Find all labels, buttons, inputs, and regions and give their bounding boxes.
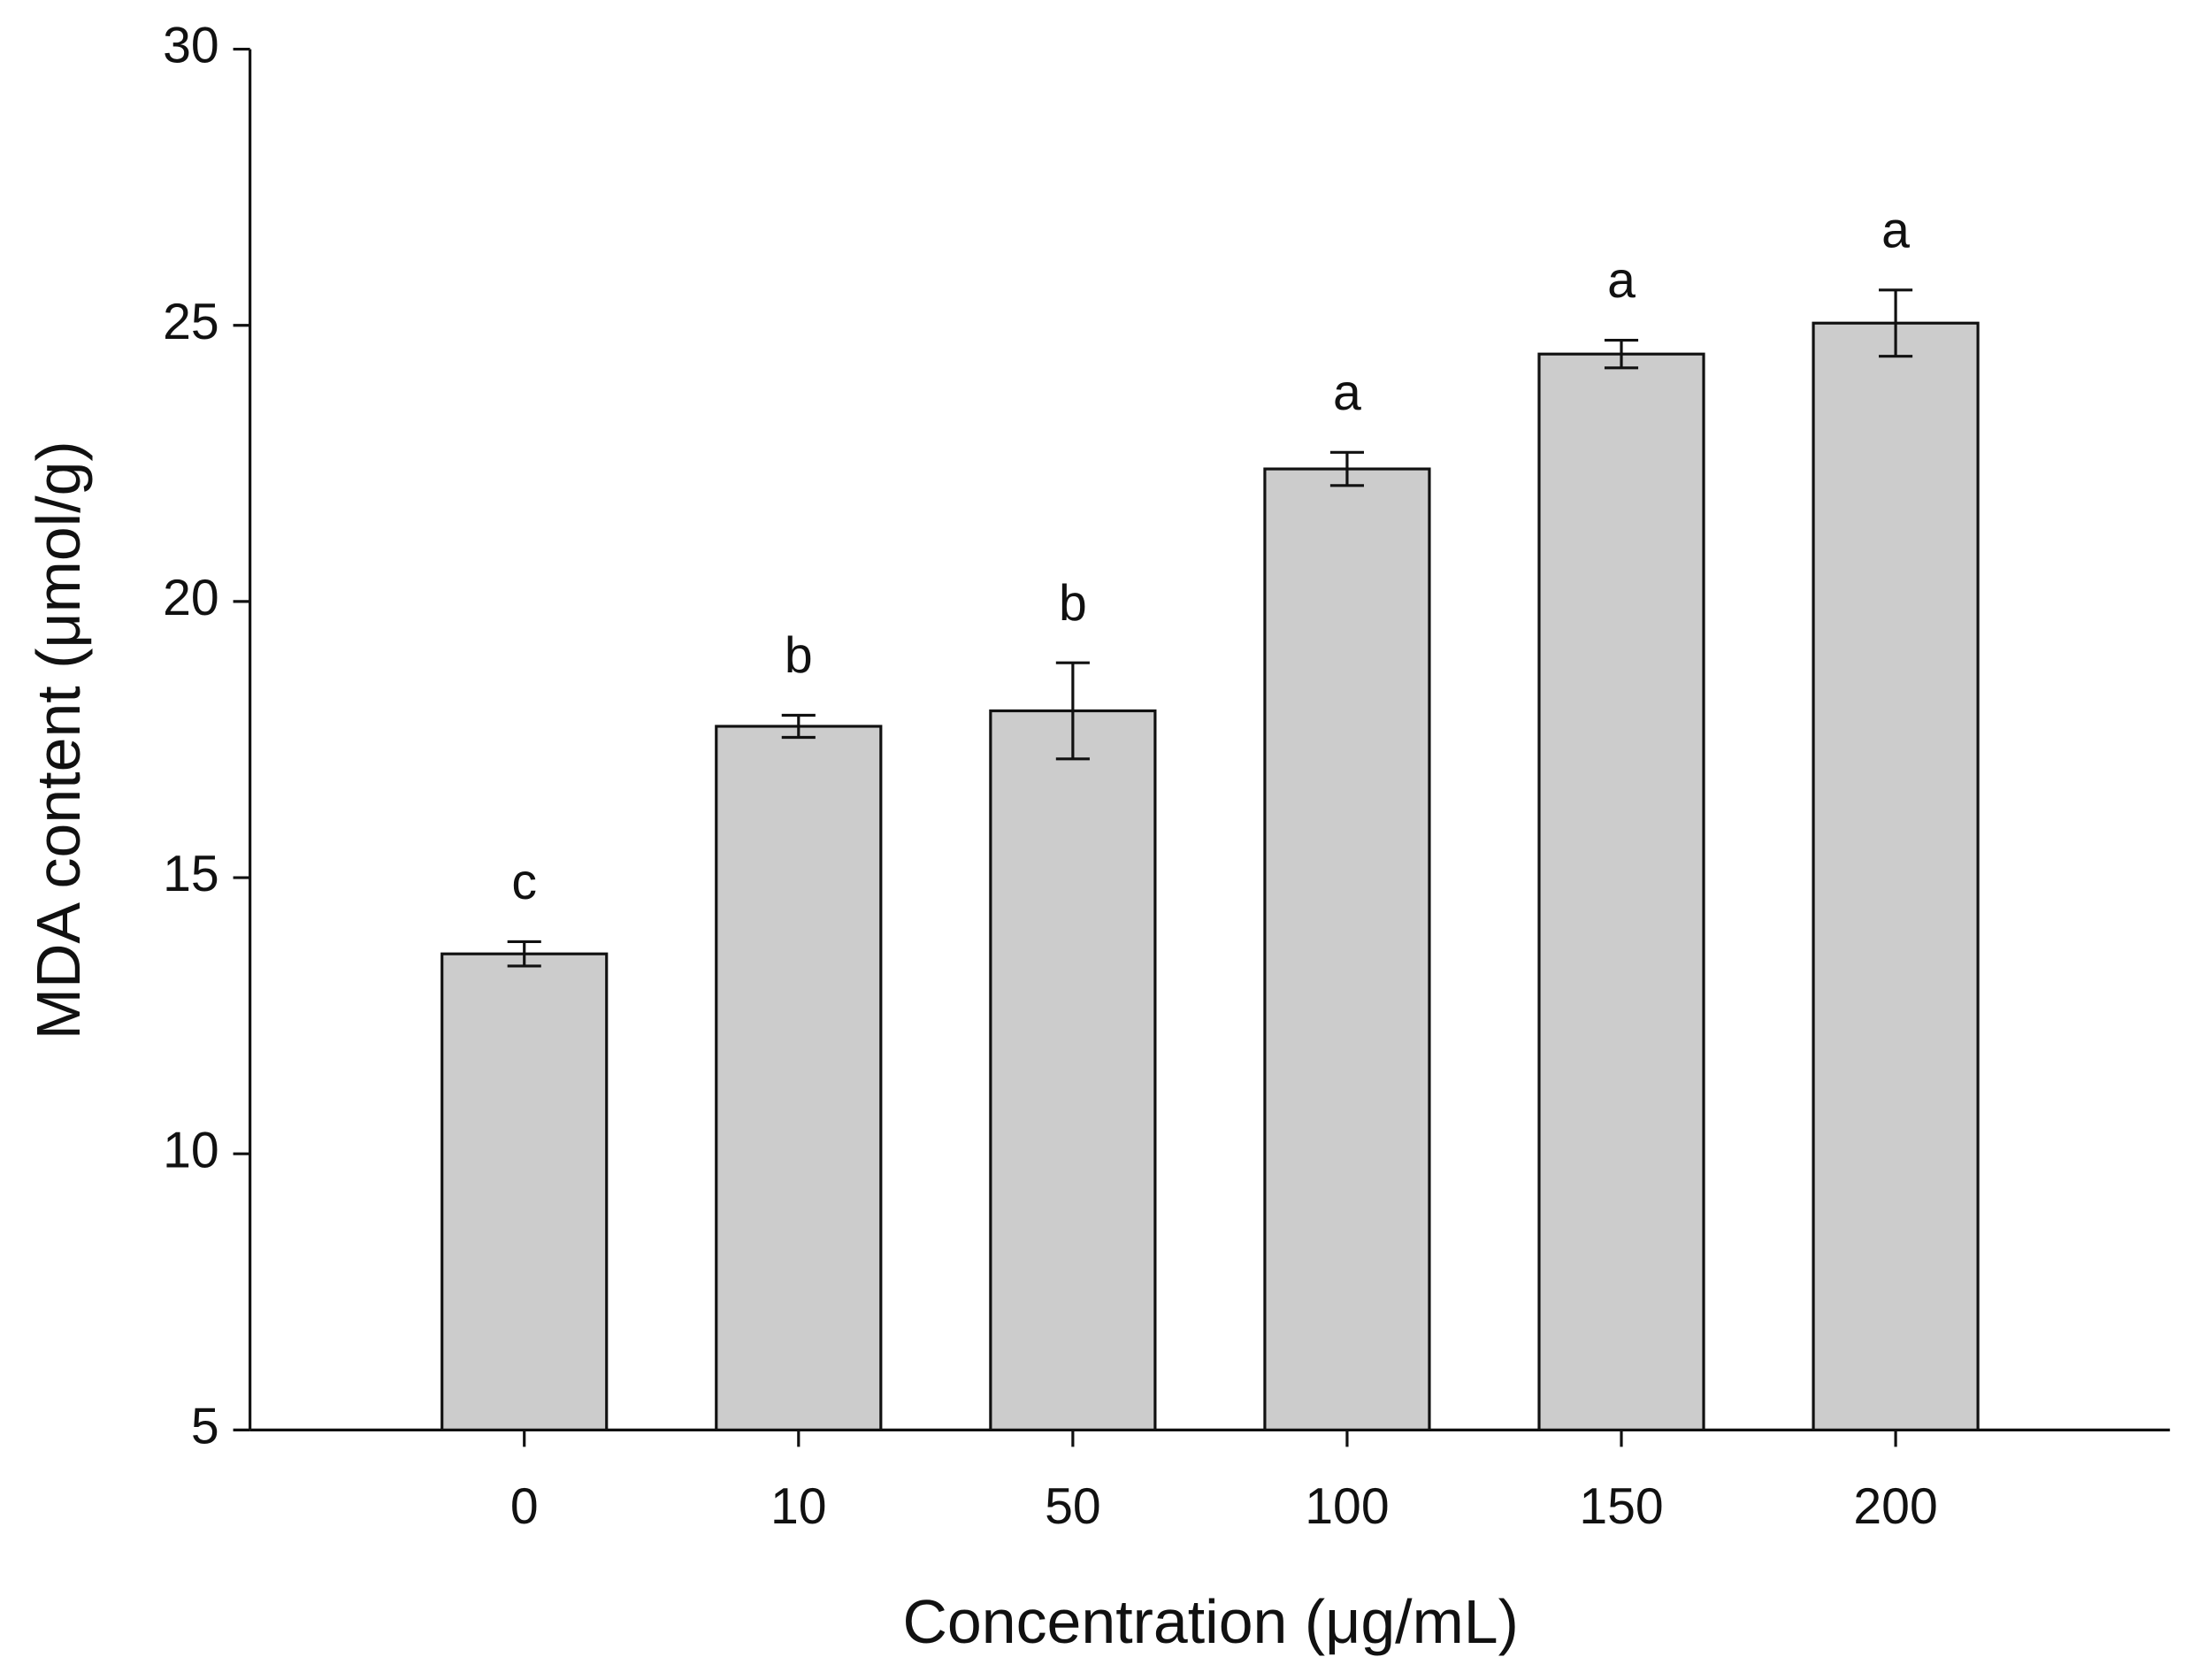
significance-label: a xyxy=(1607,252,1636,309)
bar xyxy=(1263,467,1431,1431)
x-tick-label: 0 xyxy=(510,1478,539,1535)
y-tick-label: 25 xyxy=(163,294,219,350)
y-tick-label: 10 xyxy=(163,1122,219,1178)
x-tick-label: 10 xyxy=(770,1478,827,1535)
error-bar xyxy=(1879,288,1913,358)
y-axis-title: MDA content (μmol/g) xyxy=(24,441,93,1039)
y-tick-label: 15 xyxy=(163,846,219,902)
significance-label: a xyxy=(1881,202,1910,258)
error-bar xyxy=(1604,339,1639,370)
bar xyxy=(989,709,1157,1431)
error-bar xyxy=(781,713,816,740)
y-tick-label: 20 xyxy=(163,570,219,626)
y-tick-label: 5 xyxy=(191,1398,219,1454)
error-bar xyxy=(507,940,541,968)
bar xyxy=(440,952,609,1431)
significance-label: b xyxy=(785,627,813,684)
y-tick-label: 30 xyxy=(163,18,219,74)
x-tick-label: 150 xyxy=(1579,1478,1663,1535)
bar xyxy=(1537,352,1705,1431)
x-tick-label: 100 xyxy=(1305,1478,1389,1535)
error-bar xyxy=(1329,450,1364,487)
x-tick-label: 50 xyxy=(1045,1478,1101,1535)
error-bar xyxy=(1055,661,1090,761)
x-tick-label: 200 xyxy=(1853,1478,1937,1535)
bar xyxy=(715,725,883,1431)
significance-label: c xyxy=(511,854,537,910)
significance-label: a xyxy=(1333,364,1361,421)
significance-label: b xyxy=(1059,575,1087,632)
x-axis-title: Concentration (μg/mL) xyxy=(902,1587,1518,1656)
bar xyxy=(1812,321,1980,1431)
